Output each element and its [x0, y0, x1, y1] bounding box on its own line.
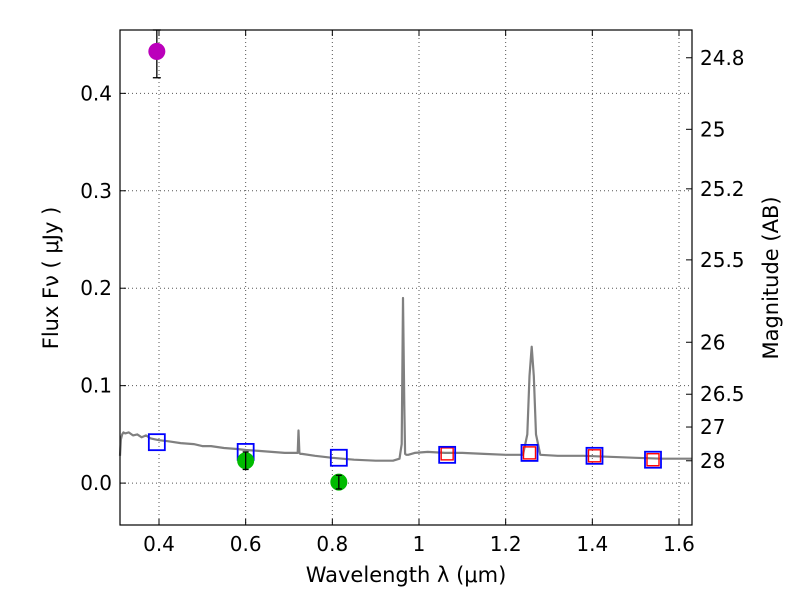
- model-spectrum-layer: [118, 296, 692, 462]
- x-tick-label: 1: [413, 532, 426, 556]
- mag-tick-label: 25: [700, 117, 725, 141]
- model-photometry-marker: [585, 446, 604, 465]
- y-tick-label: 0.4: [80, 81, 112, 105]
- x-tick-label: 1.6: [663, 532, 695, 556]
- model-spectrum-line: [118, 296, 692, 462]
- mag-tick-label: 27: [700, 415, 725, 439]
- mag-tick-label: 25.2: [700, 177, 745, 201]
- x-tick-label: 0.4: [143, 532, 175, 556]
- outlier-point: [148, 42, 166, 60]
- model-photometry-marker: [644, 450, 662, 469]
- y-tick-label: 0.1: [80, 374, 112, 398]
- y-tick-label: 0.0: [80, 471, 112, 495]
- mag-tick-label: 28: [700, 449, 725, 473]
- y2-axis-label: Magnitude (AB): [759, 196, 783, 359]
- model-photometry-marker: [147, 433, 166, 452]
- mag-tick-label: 25.5: [700, 248, 745, 272]
- upper-limit-marker: [646, 453, 660, 467]
- upper-limit-marker: [440, 447, 454, 461]
- model-photometry-marker: [438, 445, 457, 464]
- x-tick-label: 1.2: [490, 532, 522, 556]
- y-axis-label: Flux Fν ( μJy ): [39, 207, 63, 350]
- mag-tick-label: 26.5: [700, 382, 745, 406]
- upper-limit-marker: [587, 449, 602, 463]
- plot-frame: [119, 29, 693, 526]
- x-axis-label: Wavelength λ (μm): [306, 563, 507, 587]
- axis-ticks: 0.4 0.6 0.8 1 1.2 1.4 1.6 0.0 0.1 0.2 0.3 0.4 24.8 25…: [80, 30, 745, 556]
- x-tick-label: 1.4: [576, 532, 608, 556]
- x-tick-label: 0.8: [316, 532, 348, 556]
- photometry-layer: [147, 29, 662, 491]
- y-tick-label: 0.2: [80, 276, 112, 300]
- model-photometry-marker: [520, 443, 539, 462]
- x-tick-label: 0.6: [230, 532, 262, 556]
- grid-lines: [120, 30, 692, 525]
- model-photometry-marker: [329, 448, 348, 467]
- upper-limit-marker: [522, 446, 537, 460]
- mag-tick-label: 26: [700, 330, 725, 354]
- y-tick-label: 0.3: [80, 179, 112, 203]
- mag-tick-label: 24.8: [700, 46, 745, 70]
